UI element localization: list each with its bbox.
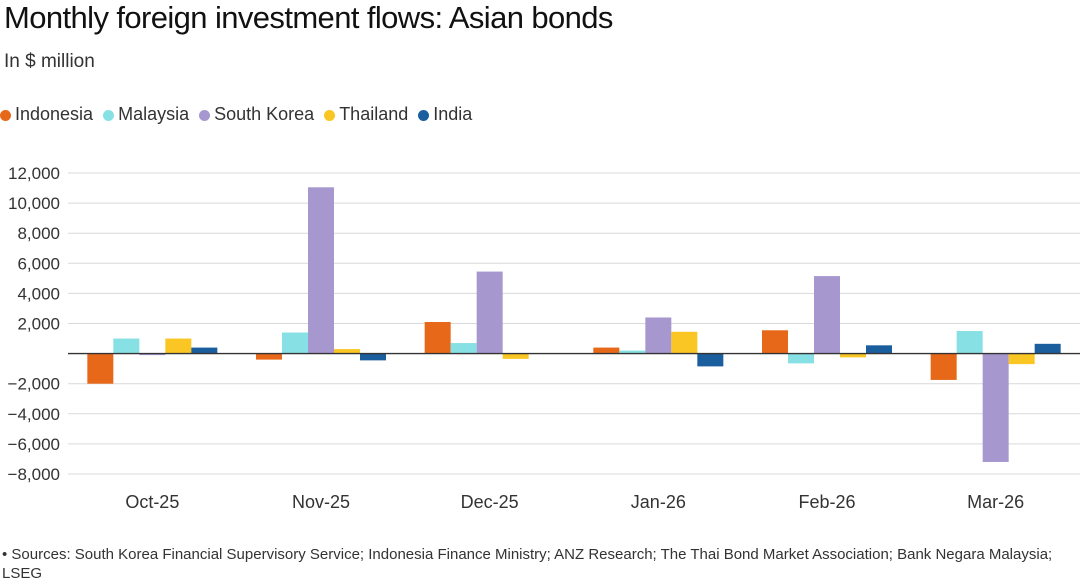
legend-item-malaysia: Malaysia: [103, 104, 189, 125]
y-tick-label: −2,000: [8, 375, 60, 394]
x-tick-label: Feb-26: [798, 492, 855, 512]
y-tick-label: −6,000: [8, 435, 60, 454]
bar-thailand-feb-26: [840, 353, 866, 358]
bar-south-korea-oct-25: [139, 353, 166, 356]
bar-south-korea-jan-26: [645, 317, 672, 354]
bar-south-korea-feb-26: [814, 276, 840, 354]
bar-indonesia-dec-25: [424, 321, 451, 354]
bar-india-nov-25: [360, 353, 386, 361]
bar-malaysia-dec-25: [450, 343, 477, 354]
y-tick-label: 4,000: [17, 284, 60, 303]
x-tick-label: Oct-25: [125, 492, 179, 512]
legend-label: Indonesia: [15, 104, 94, 124]
legend-label: India: [433, 104, 473, 124]
bar-malaysia-nov-25: [282, 332, 308, 354]
legend-item-thailand: Thailand: [324, 104, 408, 125]
y-tick-label: −8,000: [8, 465, 60, 484]
bar-india-jan-26: [697, 353, 724, 367]
chart-subtitle: In $ million: [4, 51, 95, 72]
bar-south-korea-nov-25: [308, 187, 334, 354]
x-tick-label: Nov-25: [292, 492, 350, 512]
x-tick-label: Jan-26: [631, 492, 686, 512]
bar-india-oct-25: [191, 347, 218, 354]
legend-swatch: [324, 110, 336, 121]
legend-swatch: [103, 110, 115, 121]
bar-indonesia-oct-25: [87, 353, 114, 384]
sources-footnote: • Sources: South Korea Financial Supervi…: [2, 546, 1053, 582]
legend-label: Malaysia: [118, 104, 190, 124]
bar-thailand-mar-26: [1008, 353, 1035, 365]
bar-indonesia-feb-26: [762, 330, 788, 354]
legend-label: South Korea: [214, 104, 315, 124]
bar-south-korea-mar-26: [982, 353, 1009, 462]
bar-thailand-nov-25: [334, 349, 360, 354]
x-tick-label: Dec-25: [461, 492, 519, 512]
y-tick-label: 8,000: [17, 224, 60, 243]
bar-thailand-dec-25: [502, 353, 529, 359]
y-tick-label: 6,000: [17, 254, 60, 273]
bar-thailand-oct-25: [165, 338, 192, 354]
legend-swatch: [199, 110, 211, 121]
legend-item-south-korea: South Korea: [199, 104, 314, 125]
legend-swatch: [418, 110, 430, 121]
bar-indonesia-jan-26: [593, 347, 620, 354]
bar-malaysia-oct-25: [113, 338, 140, 354]
bar-malaysia-feb-26: [788, 353, 814, 364]
bar-chart: 12,000 10,000 8,000 6,000 4,000 2,000 −2,000 −4…: [8, 164, 1080, 512]
y-tick-label: −4,000: [8, 405, 60, 424]
legend-item-indonesia: Indonesia: [0, 104, 93, 125]
legend-item-india: India: [418, 104, 472, 125]
bar-malaysia-jan-26: [619, 350, 646, 354]
bar-thailand-jan-26: [671, 331, 698, 354]
y-tick-label: 10,000: [8, 194, 60, 213]
bar-indonesia-mar-26: [930, 353, 957, 380]
legend-label: Thailand: [339, 104, 409, 124]
bar-india-feb-26: [866, 345, 892, 354]
y-tick-label: 2,000: [17, 315, 60, 334]
legend-swatch: [0, 110, 11, 121]
bar-malaysia-mar-26: [956, 331, 983, 354]
chart-title: Monthly foreign investment flows: Asian …: [4, 0, 613, 35]
bar-india-mar-26: [1034, 343, 1061, 354]
x-tick-label: Mar-26: [967, 492, 1024, 512]
y-tick-label: 12,000: [8, 164, 60, 183]
legend: Indonesia Malaysia South Korea Thailand Indi…: [0, 104, 482, 125]
bar-south-korea-dec-25: [476, 271, 503, 354]
bar-indonesia-nov-25: [256, 353, 282, 360]
